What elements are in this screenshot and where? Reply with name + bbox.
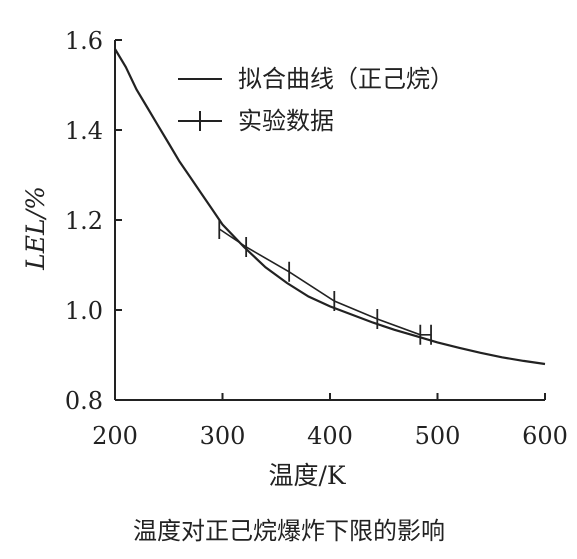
series-layer <box>114 48 546 366</box>
axis-ticks: 200 300 400 500 600 0.8 1.0 1.2 1.4 1.6 <box>65 27 568 450</box>
x-tick-label: 200 <box>92 422 138 450</box>
x-tick-label: 600 <box>522 422 568 450</box>
legend: 拟合曲线（正己烷） 实验数据 <box>178 65 454 135</box>
figure-caption: 温度对正己烷爆炸下限的影响 <box>133 517 445 545</box>
y-tick-label: 1.2 <box>65 207 103 235</box>
legend-label-fit: 拟合曲线（正己烷） <box>238 65 454 93</box>
y-tick-label: 0.8 <box>65 387 103 415</box>
y-tick-label: 1.4 <box>65 117 103 145</box>
plot-frame <box>114 40 545 401</box>
y-tick-label: 1.0 <box>65 297 103 325</box>
x-tick-label: 400 <box>307 422 353 450</box>
x-tick-label: 300 <box>200 422 246 450</box>
legend-label-data: 实验数据 <box>238 107 334 135</box>
x-axis-title: 温度/K <box>268 461 346 490</box>
experimental-data-line <box>218 228 432 336</box>
fit-curve-line <box>114 48 546 366</box>
x-tick-label: 500 <box>415 422 461 450</box>
y-axis-title: LEL/% <box>21 186 50 271</box>
y-tick-label: 1.6 <box>65 27 103 55</box>
